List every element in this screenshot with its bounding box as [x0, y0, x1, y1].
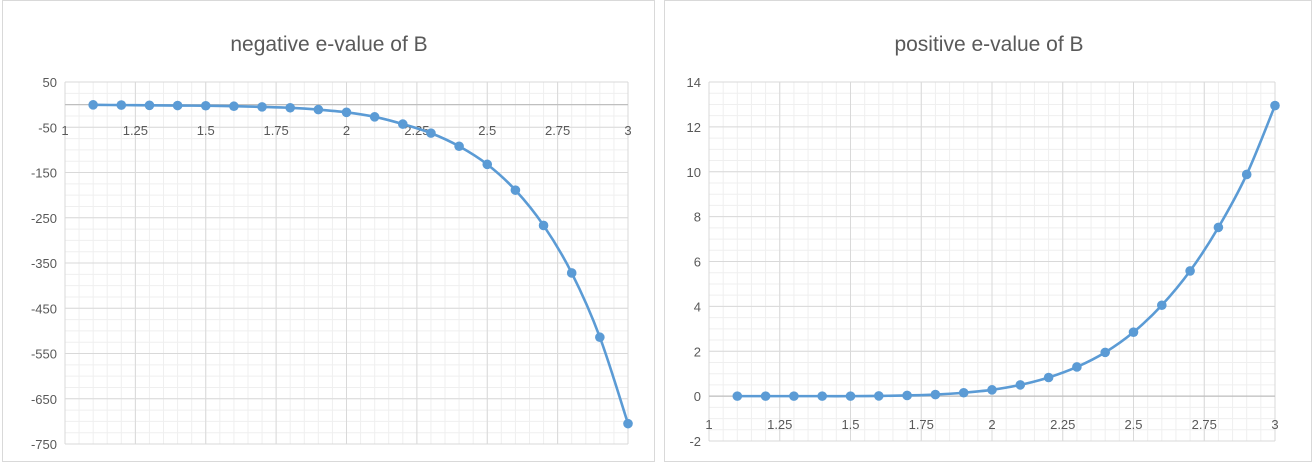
- x-tick-label: 2.75: [1192, 417, 1217, 432]
- data-point: [285, 102, 296, 113]
- y-tick-label: 4: [694, 299, 701, 314]
- data-point: [1015, 380, 1026, 390]
- data-point: [902, 390, 912, 401]
- y-tick-label: -450: [31, 301, 57, 316]
- data-point: [760, 391, 771, 401]
- data-point: [623, 418, 633, 429]
- x-tick-label: 2.75: [545, 123, 570, 138]
- y-tick-label: 10: [687, 165, 701, 180]
- x-tick-label: 3: [624, 123, 631, 138]
- x-tick-label: 1: [61, 123, 68, 138]
- data-point: [313, 104, 324, 115]
- y-tick-label: 8: [694, 210, 701, 225]
- data-point: [958, 387, 969, 398]
- chart-title: positive e-value of B: [894, 33, 1083, 56]
- x-tick-label: 1.25: [123, 123, 148, 138]
- data-point: [1100, 347, 1110, 358]
- y-tick-label: -2: [689, 434, 701, 449]
- data-point: [116, 100, 127, 110]
- y-tick-label: 12: [687, 120, 701, 135]
- data-point: [341, 107, 352, 118]
- y-tick-label: -350: [31, 256, 57, 271]
- data-point: [369, 112, 380, 122]
- data-point: [732, 391, 743, 401]
- data-point: [538, 220, 549, 231]
- y-tick-label: 50: [43, 75, 57, 90]
- data-point: [817, 391, 827, 401]
- y-tick-label: 14: [687, 75, 701, 90]
- negative-eigenvalue-plot: negative e-value of B 50 -50 -150 -250 -350 -4…: [31, 33, 633, 452]
- data-point: [172, 100, 183, 111]
- y-tick-label: -550: [31, 347, 57, 362]
- x-tick-label: 2.25: [1050, 417, 1075, 432]
- y-tick-label: -750: [31, 437, 57, 452]
- y-tick-label: -250: [31, 211, 57, 226]
- data-point: [1128, 327, 1139, 337]
- x-tick-label: 2.5: [1124, 417, 1142, 432]
- x-tick-label: 1.25: [767, 417, 792, 432]
- data-point: [257, 102, 267, 112]
- data-point: [1043, 372, 1054, 383]
- data-point: [454, 141, 464, 152]
- negative-eigenvalue-chart: negative e-value of B 50 -50 -150 -250 -350 -4…: [2, 0, 655, 462]
- x-tick-label: 1.75: [909, 417, 934, 432]
- data-point: [398, 119, 408, 129]
- positive-eigenvalue-chart: positive e-value of B 14 12 10 8 6 4 2 0 -2 1 1.25 1…: [664, 0, 1312, 462]
- chart-title: negative e-value of B: [230, 33, 427, 56]
- data-point: [144, 100, 155, 111]
- y-tick-label: 0: [694, 389, 701, 404]
- data-point: [482, 159, 493, 170]
- data-point: [789, 391, 799, 401]
- x-tick-label: 2.5: [478, 123, 496, 138]
- x-tick-label: 1: [705, 417, 712, 432]
- y-tick-label: -650: [31, 392, 57, 407]
- data-point: [874, 391, 884, 401]
- data-point: [987, 385, 997, 395]
- y-tick-label: 6: [694, 255, 701, 270]
- data-point: [845, 391, 856, 401]
- x-tick-label: 1.5: [197, 123, 215, 138]
- x-tick-label: 2: [988, 417, 995, 432]
- gridlines: [64, 81, 629, 445]
- data-point: [930, 389, 941, 400]
- data-point: [1241, 169, 1252, 180]
- y-tick-label: -50: [38, 120, 57, 135]
- positive-eigenvalue-plot: positive e-value of B 14 12 10 8 6 4 2 0 -2 1 1.25 1…: [687, 33, 1280, 449]
- data-point: [1185, 266, 1195, 276]
- y-tick-label: -150: [31, 166, 57, 181]
- x-tick-label: 2: [343, 123, 350, 138]
- data-point: [566, 268, 577, 278]
- data-point: [1157, 300, 1167, 311]
- data-point: [1213, 222, 1224, 233]
- data-point: [595, 332, 605, 343]
- data-point: [1072, 362, 1082, 372]
- x-tick-label: 1.75: [263, 123, 288, 138]
- y-tick-label: 2: [694, 344, 701, 359]
- x-tick-label: 1.5: [841, 417, 859, 432]
- data-point: [1270, 100, 1280, 111]
- x-tick-label: 3: [1271, 417, 1278, 432]
- data-point: [200, 100, 211, 111]
- data-point: [229, 101, 239, 112]
- data-point: [510, 185, 521, 195]
- data-point: [88, 100, 98, 110]
- data-point: [426, 128, 436, 138]
